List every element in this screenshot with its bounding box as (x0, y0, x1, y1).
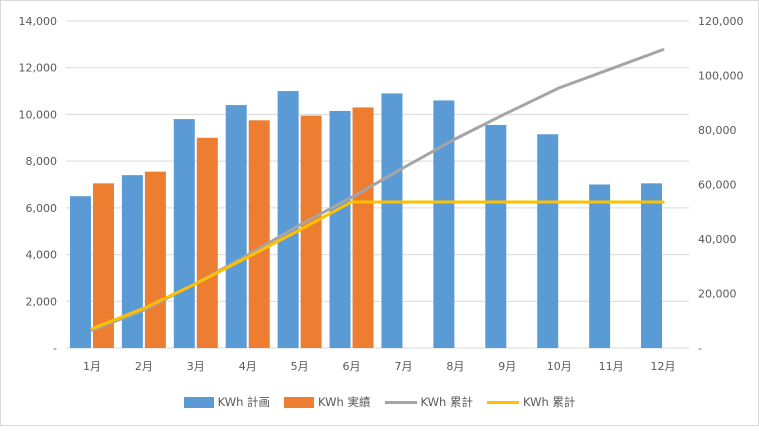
bar-plan (225, 105, 247, 348)
bars (69, 91, 663, 349)
x-tick-label: 11月 (599, 360, 624, 373)
y-left-tick-label: - (53, 342, 57, 355)
x-tick-label: 8月 (446, 360, 464, 373)
x-tick-label: 9月 (498, 360, 516, 373)
x-tick-label: 6月 (343, 360, 361, 373)
bar-plan (329, 110, 351, 348)
y-left-tick-label: 14,000 (19, 15, 58, 28)
y-left-tick-label: 6,000 (26, 202, 58, 215)
legend-item-plan-cumulative: KWh 累計 (384, 394, 473, 410)
y-left-tick-label: 10,000 (19, 108, 58, 121)
bar-plan (589, 184, 611, 348)
bar-actual (248, 120, 270, 349)
x-tick-label: 3月 (187, 360, 205, 373)
y-right-tick-label: 120,000 (698, 15, 744, 28)
legend-item-actual: KWh 実績 (284, 394, 371, 410)
x-tick-label: 7月 (394, 360, 412, 373)
bar-actual (92, 183, 114, 348)
axis-labels: - 2,000 4,000 6,000 8,000 10,000 12,000 14,000 -… (19, 15, 744, 373)
line-actual-cumulative (90, 200, 665, 331)
y-right-tick-label: 80,000 (698, 124, 737, 137)
bar-plan (173, 119, 195, 348)
legend-label-actual-cumulative: KWh 累計 (522, 395, 576, 409)
bar-plan (641, 183, 663, 348)
y-left-tick-label: 8,000 (26, 155, 58, 168)
legend: KWh 計画 KWh 実績 KWh 累計 KWh 累計 (0, 392, 759, 412)
legend-item-actual-cumulative: KWh 累計 (486, 394, 576, 410)
x-tick-label: 12月 (651, 360, 676, 373)
legend-swatch-plan (183, 396, 214, 408)
bar-plan (121, 175, 143, 348)
y-right-tick-label: 60,000 (698, 179, 737, 192)
y-left-tick-label: 12,000 (19, 62, 58, 75)
y-right-tick-label: - (698, 342, 702, 355)
lines (90, 48, 665, 332)
legend-item-plan: KWh 計画 (183, 394, 271, 410)
y-left-tick-label: 2,000 (26, 295, 58, 308)
legend-swatch-actual-cumulative (486, 400, 519, 404)
bar-plan (485, 124, 507, 348)
x-tick-label: 4月 (239, 360, 257, 373)
bar-plan (69, 196, 91, 348)
bar-plan (433, 100, 455, 349)
legend-label-actual: KWh 実績 (318, 395, 371, 409)
bar-plan (381, 93, 403, 349)
legend-swatch-actual (284, 396, 315, 408)
legend-swatch-plan-cumulative (384, 400, 417, 404)
bar-actual (144, 171, 166, 348)
legend-label-plan: KWh 計画 (217, 395, 271, 409)
y-right-tick-label: 20,000 (698, 288, 737, 301)
y-left-tick-label: 4,000 (26, 249, 58, 262)
bar-actual (352, 107, 374, 349)
x-tick-label: 10月 (547, 360, 572, 373)
bar-actual (196, 137, 218, 348)
x-tick-label: 1月 (83, 360, 101, 373)
x-tick-label: 5月 (291, 360, 309, 373)
y-right-tick-label: 100,000 (698, 70, 744, 83)
bar-plan (537, 134, 559, 348)
bar-plan (277, 91, 299, 349)
gridlines (66, 20, 689, 349)
y-right-tick-label: 40,000 (698, 233, 737, 246)
legend-label-plan-cumulative: KWh 累計 (420, 395, 473, 409)
x-tick-label: 2月 (135, 360, 153, 373)
bar-actual (300, 115, 322, 348)
